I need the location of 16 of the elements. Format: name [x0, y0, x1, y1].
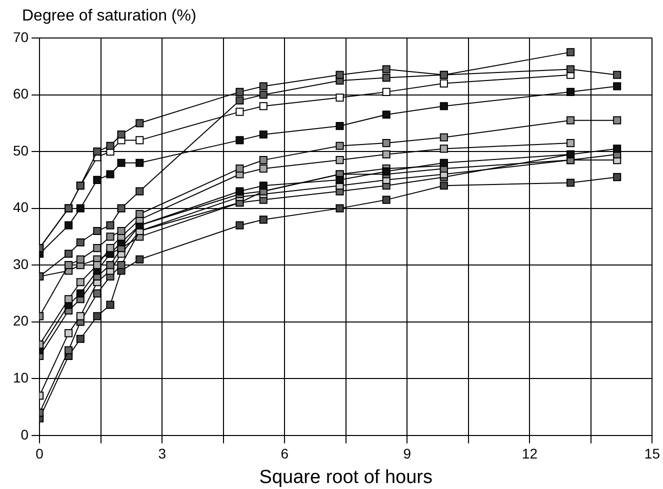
y-tick-label: 60: [12, 86, 29, 102]
x-tick-label: 9: [403, 446, 412, 462]
y-tick-label: 70: [12, 28, 29, 45]
x-tick-label: 0: [36, 446, 44, 462]
y-tick-label: 10: [12, 369, 29, 386]
x-tick-label: 6: [280, 446, 289, 462]
y-tick-label: 40: [12, 199, 29, 216]
x-tick-label: 12: [522, 446, 538, 462]
y-tick-label: 30: [12, 256, 29, 272]
x-tick-label: 3: [158, 446, 166, 462]
y-axis-title: Degree of saturation (%): [22, 7, 196, 24]
x-axis-title: Square root of hours: [259, 466, 432, 488]
y-tick-label: 0: [20, 426, 29, 442]
y-tick-label: 20: [12, 312, 29, 329]
x-tick-label: 15: [644, 446, 660, 462]
y-tick-label: 50: [12, 142, 29, 158]
